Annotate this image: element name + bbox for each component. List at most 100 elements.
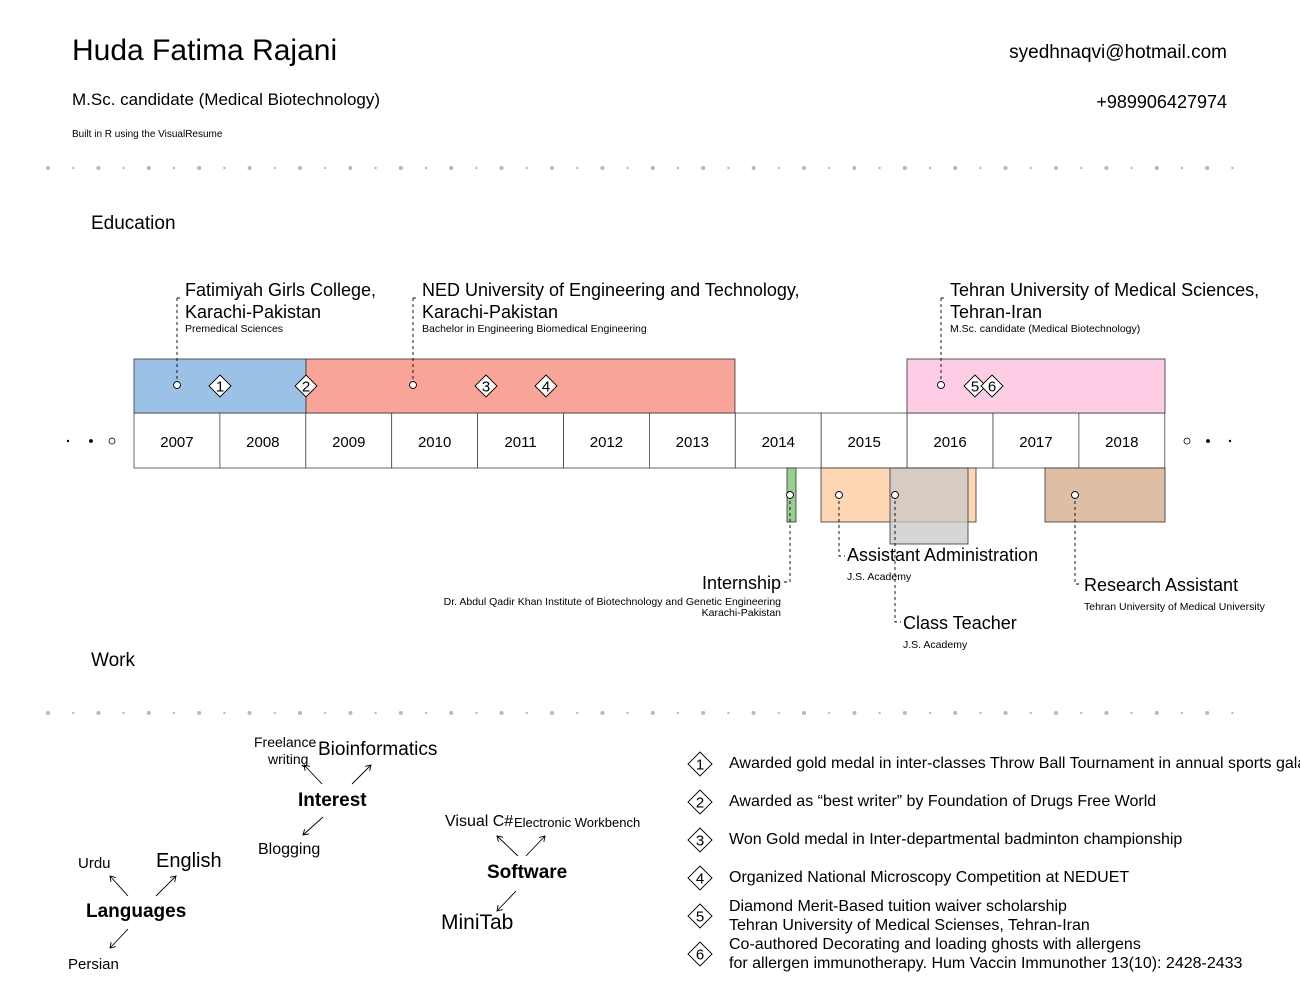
timeline-year-cell <box>133 412 221 469</box>
separator-dot <box>96 711 101 715</box>
timeline-axis-end-dot <box>1183 437 1191 445</box>
separator-dot <box>979 166 982 170</box>
software-center-label: Software <box>487 862 568 883</box>
phone-number: +989906427974 <box>1096 92 1227 112</box>
separator-dot <box>122 711 125 715</box>
achievement-text: Awarded gold medal in inter-classes Thro… <box>729 755 1300 772</box>
separator-dot <box>953 166 958 170</box>
separator-dot <box>1180 166 1184 170</box>
separator-dot <box>424 166 428 170</box>
separator-dot <box>1104 166 1109 170</box>
work-organization: Dr. Abdul Qadir Khan Institute of Biotec… <box>443 596 781 608</box>
marker-diamond-shape <box>687 789 713 815</box>
timeline-axis-end-dot <box>1206 439 1210 443</box>
separator-dot <box>600 166 605 170</box>
education-institution-line1: Fatimiyah Girls College, <box>185 280 377 300</box>
separator-dot <box>878 711 881 715</box>
email-address[interactable]: syedhnaqvi@hotmail.com <box>1009 42 1227 63</box>
education-institution-line1: Tehran University of Medical Sciences, <box>950 280 1260 300</box>
work-anchor-dot <box>786 491 794 499</box>
marker-number: 5 <box>696 909 704 926</box>
separator-dot <box>928 711 932 715</box>
separator-dot <box>852 711 857 715</box>
separator-dot <box>626 166 629 170</box>
marker-number: 1 <box>216 379 224 396</box>
work-title: Internship <box>701 573 781 593</box>
timeline-marker-5: 5 <box>963 374 987 398</box>
separator-dot <box>650 166 655 170</box>
separator-dot <box>1130 711 1133 715</box>
education-institution-line2: Karachi-Pakistan <box>422 302 559 322</box>
separator-dot <box>1054 166 1058 170</box>
separator-dot <box>650 711 655 715</box>
marker-diamond-shape <box>687 903 713 929</box>
separator-dot <box>298 166 302 170</box>
timeline-year-cell <box>563 412 650 469</box>
separator-dot <box>146 711 151 715</box>
separator-dot <box>324 166 327 170</box>
separator-dot <box>449 166 454 170</box>
marker-diamond-shape <box>963 374 987 398</box>
separator-dot <box>475 166 478 170</box>
education-degree: M.Sc. candidate (Medical Biotechnology) <box>950 323 1141 335</box>
separator-dot <box>499 711 504 715</box>
separator-dot <box>348 711 353 715</box>
separator-dot <box>928 166 932 170</box>
software-item-minitab: MiniTab <box>441 911 514 934</box>
separator-dot <box>701 711 706 715</box>
separator-dot <box>1154 711 1159 715</box>
work-title: Research Assistant <box>1084 575 1239 595</box>
separator-dot <box>172 166 176 170</box>
separator-dot <box>374 166 377 170</box>
separator-dot <box>122 166 125 170</box>
separator-dot <box>626 711 629 715</box>
achievement-text: Won Gold medal in Inter-departmental bad… <box>729 831 1183 848</box>
achievement-marker-6: 6 <box>687 941 713 967</box>
work-organization: J.S. Academy <box>847 571 912 583</box>
separator-dot <box>46 711 50 715</box>
candidate-name: Huda Fatima Rajani <box>72 34 338 67</box>
marker-number: 3 <box>482 379 490 396</box>
separator-dot <box>348 166 353 170</box>
separator-dot <box>676 711 680 715</box>
timeline-year-label: 2009 <box>332 434 365 451</box>
marker-diamond-shape <box>687 941 713 967</box>
cluster-arrow-line <box>496 890 517 912</box>
marker-diamond-shape <box>474 374 498 398</box>
cluster-arrow-head <box>170 875 177 882</box>
separator-dot <box>576 711 579 715</box>
education-degree: Bachelor in Engineering Biomedical Engin… <box>422 323 647 335</box>
work-section-title: Work <box>91 650 135 671</box>
separator-dot <box>1080 166 1083 170</box>
separator-dot <box>1054 711 1058 715</box>
separator-dot <box>525 711 528 715</box>
timeline-axis-end-dot <box>66 439 70 443</box>
timeline-year-label: 2013 <box>676 434 709 451</box>
timeline-year-cell <box>734 412 822 469</box>
separator-dot <box>1154 166 1159 170</box>
separator-dot <box>727 166 730 170</box>
separator-dot <box>701 166 706 170</box>
separator-dot <box>953 711 958 715</box>
separator-dot <box>96 166 101 170</box>
marker-diamond-shape <box>294 374 318 398</box>
achievement-text-line2: for allergen immunotherapy. Hum Vaccin I… <box>729 955 1243 972</box>
separator-dot <box>172 711 176 715</box>
cluster-arrow-line <box>303 764 323 785</box>
separator-dot <box>72 711 75 715</box>
work-leader-line <box>838 495 845 557</box>
interest-item-writing: writing <box>268 751 309 767</box>
separator-dot <box>273 166 276 170</box>
separator-dot <box>223 166 226 170</box>
marker-number: 4 <box>696 871 704 888</box>
timeline-year-label: 2017 <box>1019 434 1052 451</box>
separator-dot <box>751 711 756 715</box>
education-section-title: Education <box>91 213 176 234</box>
separator-dot <box>1205 711 1210 715</box>
separator-dot <box>777 166 780 170</box>
candidate-title: M.Sc. candidate (Medical Biotechnology) <box>72 90 381 109</box>
timeline-year-label: 2007 <box>160 434 193 451</box>
marker-number: 2 <box>302 379 310 396</box>
cluster-arrow-line <box>496 835 519 857</box>
timeline-marker-6: 6 <box>980 374 1004 398</box>
